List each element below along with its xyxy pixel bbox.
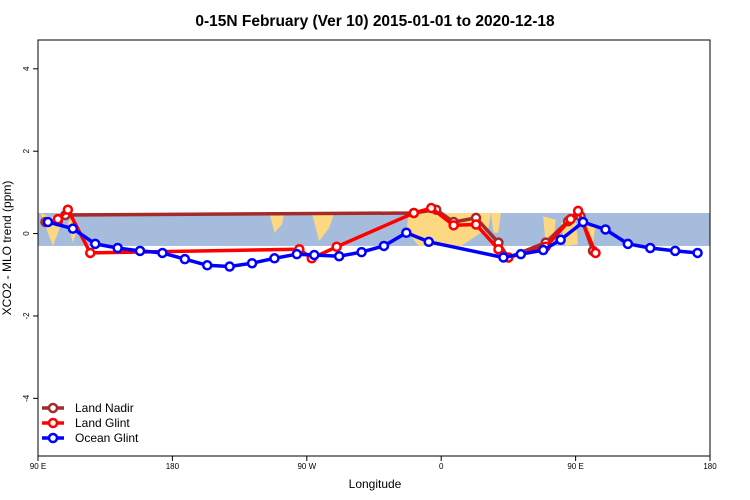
y-tick-label: -2 <box>22 312 31 320</box>
data-point <box>224 261 235 272</box>
data-point <box>493 243 504 255</box>
data-point <box>269 253 280 264</box>
x-tick-label: 180 <box>703 462 717 471</box>
legend-label: Land Glint <box>75 416 130 430</box>
data-point <box>291 248 303 260</box>
data-point <box>85 247 96 259</box>
data-point <box>67 223 79 234</box>
y-tick-label: 0 <box>22 231 31 236</box>
x-axis: 90 E 180 90 W 0 90 E 180 <box>30 456 717 471</box>
data-point <box>577 216 589 228</box>
data-point <box>669 245 681 257</box>
x-tick-label: 90 W <box>297 462 316 471</box>
band-land-3 <box>269 213 285 233</box>
y-axis: -4 -2 0 2 4 <box>22 66 38 402</box>
data-point <box>201 260 213 271</box>
data-point <box>309 249 320 261</box>
series-layer <box>40 202 703 272</box>
data-point <box>470 219 482 230</box>
data-point <box>692 247 703 259</box>
x-tick-label: 0 <box>439 462 444 471</box>
x-tick-label: 180 <box>166 462 180 471</box>
data-point <box>179 253 191 265</box>
data-point <box>52 213 64 225</box>
data-point <box>572 205 584 217</box>
series-3 <box>42 216 703 272</box>
plot-frame <box>37 39 711 457</box>
data-point <box>157 247 168 259</box>
band-land-6 <box>491 213 501 233</box>
data-point <box>515 248 527 260</box>
legend-swatch-point <box>47 402 59 414</box>
data-point <box>448 220 459 231</box>
data-point <box>498 252 509 263</box>
data-point <box>112 242 123 254</box>
band-land-4 <box>311 213 335 241</box>
y-axis-label: XCO2 - MLO trend (ppm) <box>0 181 14 316</box>
y-tick-label: 4 <box>22 66 31 71</box>
data-point <box>378 240 390 252</box>
x-tick-label: 90 E <box>567 462 583 471</box>
y-tick-label: -4 <box>22 394 31 402</box>
legend-swatch-point <box>47 432 59 444</box>
data-point <box>537 244 549 256</box>
data-point <box>401 227 412 239</box>
data-point <box>565 213 576 225</box>
legend-label: Ocean Glint <box>75 431 139 445</box>
data-point <box>423 236 435 248</box>
chart-title: 0-15N February (Ver 10) 2015-01-01 to 20… <box>195 13 555 30</box>
data-point <box>333 250 345 262</box>
data-point <box>246 257 258 269</box>
legend-label: Land Nadir <box>75 401 134 415</box>
x-tick-label: 90 E <box>30 462 46 471</box>
data-point <box>62 204 74 215</box>
series-line <box>47 220 698 269</box>
data-point <box>134 245 146 257</box>
y-tick-label: 2 <box>22 148 31 153</box>
data-point <box>89 238 101 250</box>
data-point <box>600 224 611 235</box>
data-point <box>331 241 342 253</box>
data-point <box>408 207 420 219</box>
data-point <box>645 242 656 254</box>
data-point <box>356 246 367 258</box>
x-axis-label: Longitude <box>349 477 402 491</box>
data-point <box>42 216 54 228</box>
legend-swatch-point <box>47 417 59 429</box>
data-point <box>425 202 437 214</box>
series-line <box>56 206 598 261</box>
data-point <box>590 247 601 259</box>
data-point <box>622 238 634 250</box>
data-point <box>555 234 566 246</box>
